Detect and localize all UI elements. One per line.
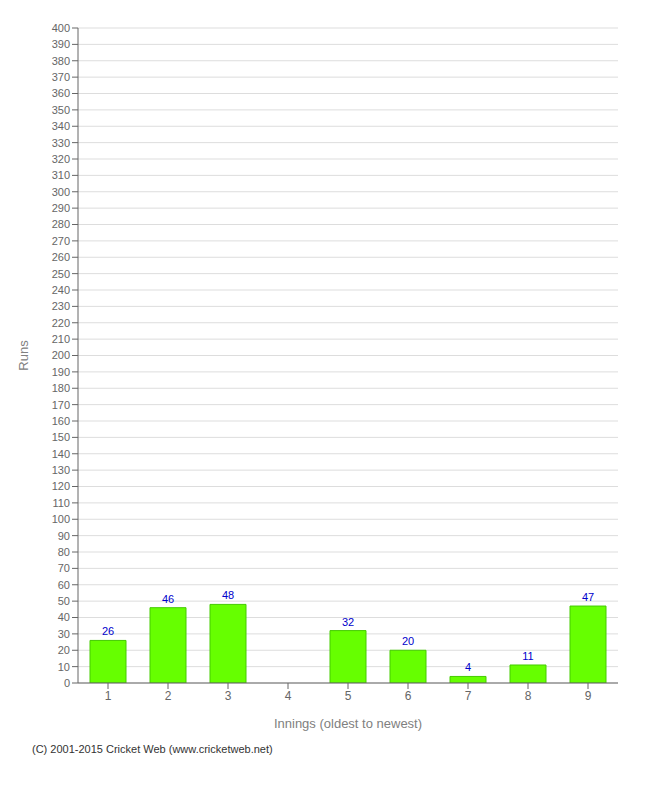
svg-text:46: 46 (162, 593, 174, 605)
svg-text:50: 50 (58, 595, 70, 607)
svg-text:120: 120 (52, 480, 70, 492)
svg-text:48: 48 (222, 589, 234, 601)
svg-text:310: 310 (52, 169, 70, 181)
svg-text:140: 140 (52, 448, 70, 460)
svg-text:250: 250 (52, 268, 70, 280)
svg-text:1: 1 (105, 689, 112, 703)
svg-text:390: 390 (52, 38, 70, 50)
svg-text:70: 70 (58, 562, 70, 574)
svg-text:320: 320 (52, 153, 70, 165)
svg-text:3: 3 (225, 689, 232, 703)
svg-text:11: 11 (522, 650, 533, 662)
svg-text:40: 40 (58, 611, 70, 623)
svg-text:26: 26 (102, 625, 114, 637)
svg-text:160: 160 (52, 415, 70, 427)
svg-text:32: 32 (342, 616, 354, 628)
svg-text:6: 6 (405, 689, 412, 703)
svg-text:4: 4 (285, 689, 292, 703)
svg-text:110: 110 (52, 497, 70, 509)
svg-text:10: 10 (58, 661, 70, 673)
svg-text:150: 150 (52, 431, 70, 443)
svg-text:350: 350 (52, 104, 70, 116)
svg-text:130: 130 (52, 464, 70, 476)
svg-text:220: 220 (52, 317, 70, 329)
svg-text:400: 400 (52, 22, 70, 34)
svg-text:300: 300 (52, 186, 70, 198)
svg-text:370: 370 (52, 71, 70, 83)
svg-text:210: 210 (52, 333, 70, 345)
svg-text:60: 60 (58, 579, 70, 591)
svg-text:330: 330 (52, 137, 70, 149)
svg-text:20: 20 (58, 644, 70, 656)
svg-text:170: 170 (52, 399, 70, 411)
svg-text:5: 5 (345, 689, 352, 703)
svg-text:90: 90 (58, 530, 70, 542)
svg-text:80: 80 (58, 546, 70, 558)
svg-text:2: 2 (165, 689, 172, 703)
svg-text:7: 7 (465, 689, 472, 703)
svg-text:380: 380 (52, 55, 70, 67)
svg-text:4: 4 (465, 661, 471, 673)
svg-text:8: 8 (525, 689, 532, 703)
svg-text:9: 9 (585, 689, 592, 703)
svg-text:Runs: Runs (16, 340, 31, 371)
svg-text:30: 30 (58, 628, 70, 640)
svg-text:0: 0 (64, 677, 70, 689)
svg-text:100: 100 (52, 513, 70, 525)
svg-text:270: 270 (52, 235, 70, 247)
svg-text:47: 47 (582, 591, 594, 603)
svg-text:200: 200 (52, 349, 70, 361)
svg-text:20: 20 (402, 635, 414, 647)
html-text:(C) 2001-2015 Cricket Web (www: (C) 2001-2015 Cricket Web (www.cricketwe… (32, 743, 273, 755)
svg-text:260: 260 (52, 251, 70, 263)
svg-text:360: 360 (52, 87, 70, 99)
svg-text:280: 280 (52, 218, 70, 230)
svg-text:180: 180 (52, 382, 70, 394)
svg-text:190: 190 (52, 366, 70, 378)
svg-text:230: 230 (52, 300, 70, 312)
svg-text:340: 340 (52, 120, 70, 132)
svg-text:290: 290 (52, 202, 70, 214)
svg-text:240: 240 (52, 284, 70, 296)
svg-text:Innings (oldest to newest): Innings (oldest to newest) (274, 716, 422, 731)
